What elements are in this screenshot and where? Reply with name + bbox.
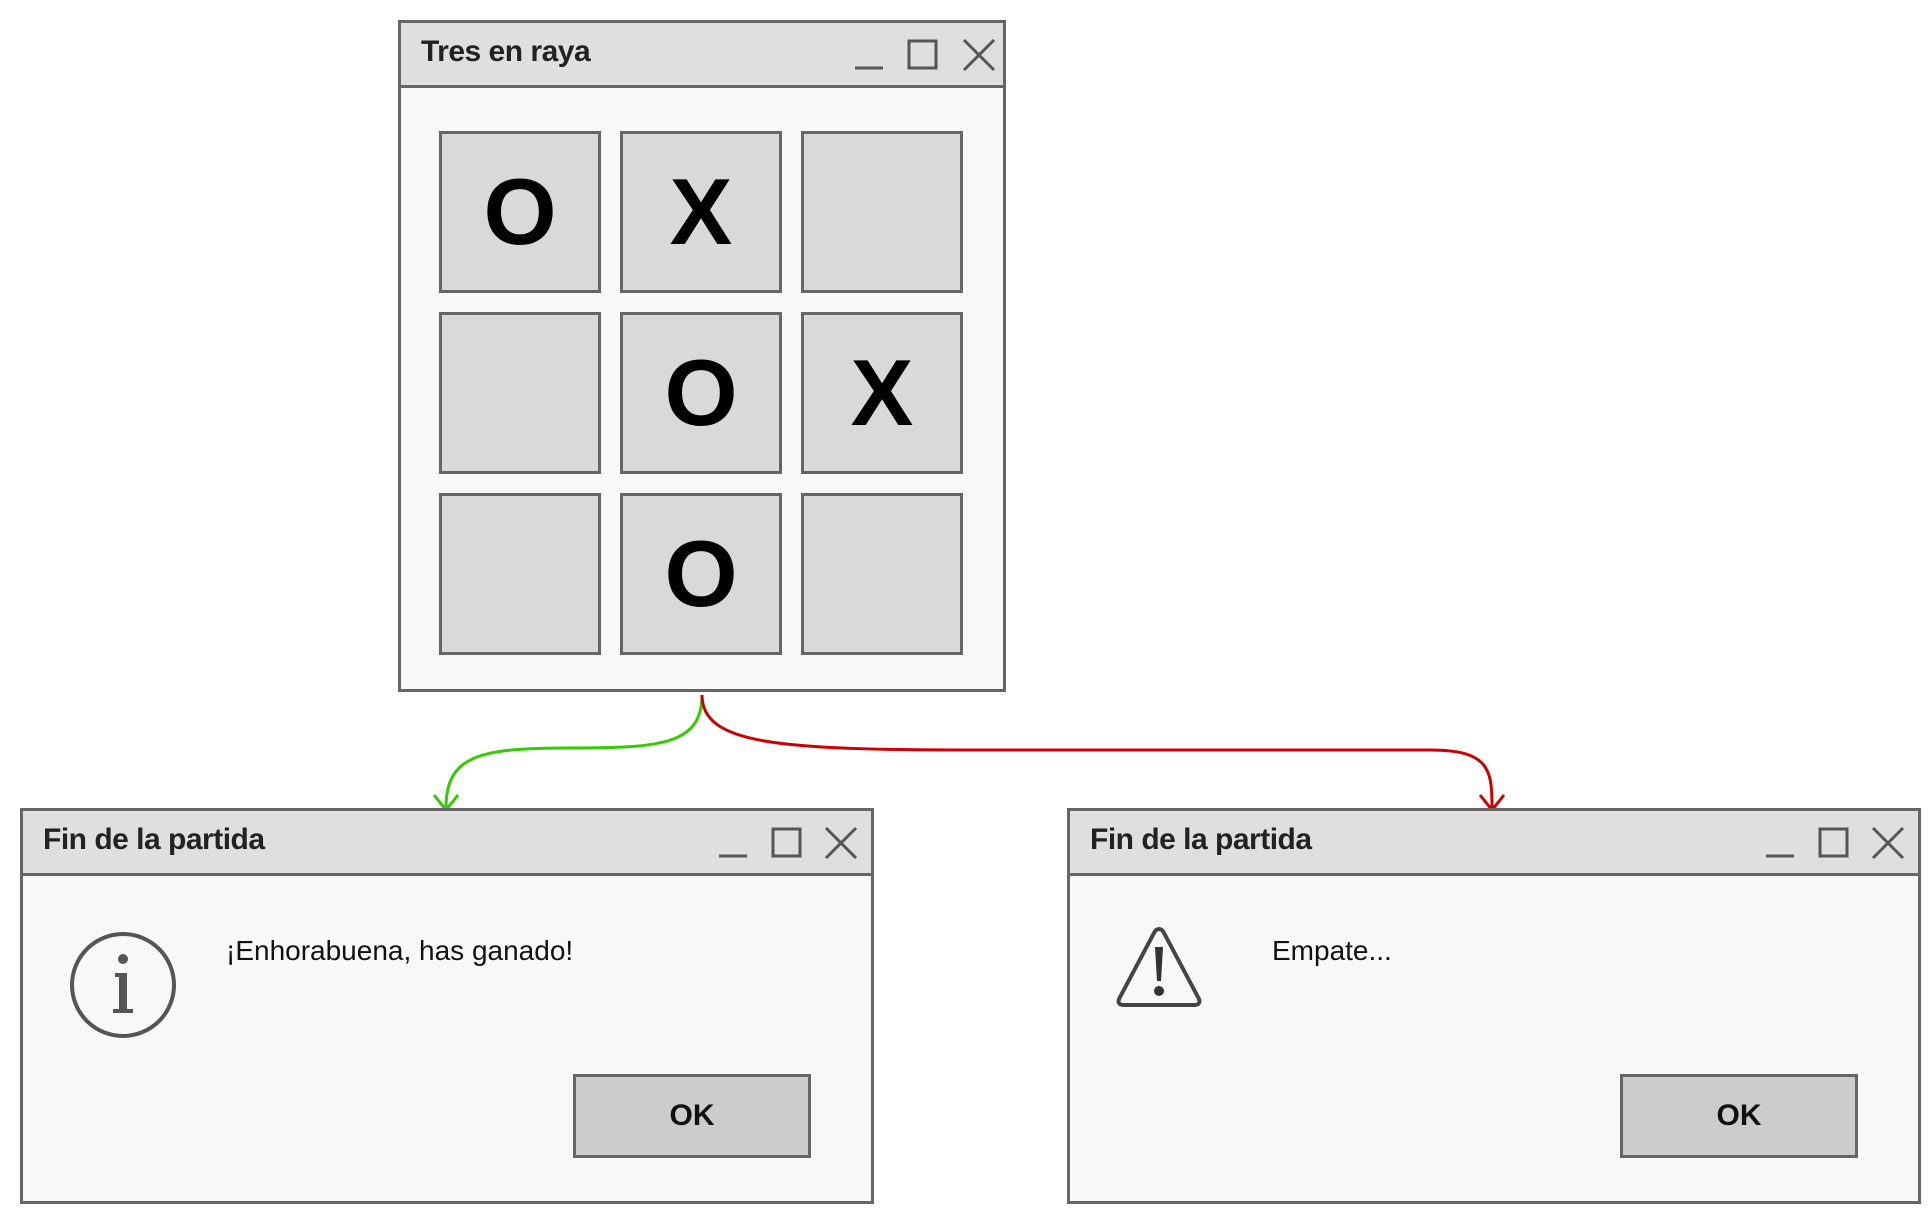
close-icon[interactable]: [961, 37, 997, 73]
board-cell-6[interactable]: X: [801, 312, 963, 474]
maximize-icon[interactable]: [905, 37, 941, 73]
minimize-icon[interactable]: [851, 37, 887, 73]
minimize-icon[interactable]: [715, 825, 751, 861]
board-cell-8[interactable]: O: [620, 493, 782, 655]
board-cell-3[interactable]: [801, 131, 963, 293]
board-cell-2[interactable]: X: [620, 131, 782, 293]
draw-dialog: Fin de la partida Empate... OK: [1067, 808, 1921, 1204]
board-cell-9[interactable]: [801, 493, 963, 655]
board-cell-4[interactable]: [439, 312, 601, 474]
titlebar: Fin de la partida: [1070, 811, 1918, 876]
board-cell-7[interactable]: [439, 493, 601, 655]
board-cell-5[interactable]: O: [620, 312, 782, 474]
dialog-message: ¡Enhorabuena, has ganado!: [226, 935, 574, 966]
close-icon[interactable]: [1870, 825, 1906, 861]
minimize-icon[interactable]: [1762, 825, 1798, 861]
window-title: Tres en raya: [421, 35, 591, 68]
dialog-title: Fin de la partida: [1090, 823, 1312, 856]
win-arrow: [444, 694, 704, 809]
titlebar: Fin de la partida: [23, 811, 871, 876]
ok-button[interactable]: OK: [1620, 1074, 1858, 1158]
win-dialog: Fin de la partida ¡Enhorabuena, has gana…: [20, 808, 874, 1204]
dialog-title: Fin de la partida: [43, 823, 265, 856]
tic-tac-toe-window: Tres en raya O X O X O: [398, 20, 1006, 692]
titlebar: Tres en raya: [401, 23, 1003, 88]
info-icon: [70, 932, 176, 1038]
draw-arrow: [700, 694, 1494, 809]
warning-icon: [1116, 927, 1202, 1007]
dialog-message: Empate...: [1272, 935, 1392, 966]
maximize-icon[interactable]: [769, 825, 805, 861]
close-icon[interactable]: [823, 825, 859, 861]
ok-button[interactable]: OK: [573, 1074, 811, 1158]
board-cell-1[interactable]: O: [439, 131, 601, 293]
maximize-icon[interactable]: [1816, 825, 1852, 861]
